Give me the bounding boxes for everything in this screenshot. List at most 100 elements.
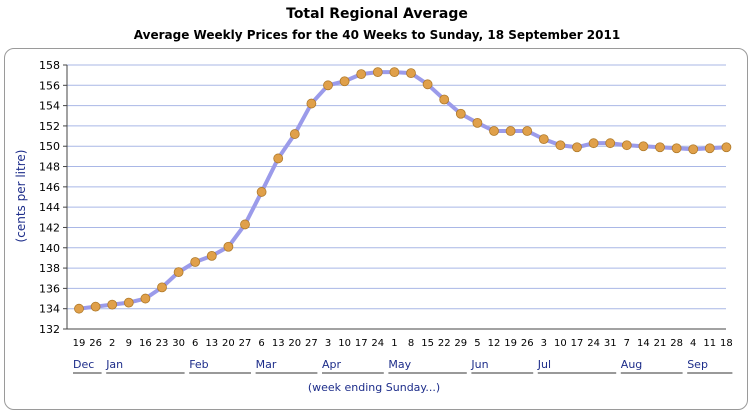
y-tick-label: 156 [39,79,60,92]
data-point [306,98,317,109]
data-point [522,126,533,136]
data-point [90,301,101,312]
data-point [605,138,616,149]
x-tick-label: 13 [272,338,285,349]
month-label: Mar [256,358,277,371]
month-label: Apr [322,358,342,371]
month-label: Jul [537,358,551,371]
x-tick-label: 20 [288,338,301,349]
y-tick-label: 146 [39,181,60,194]
chart-title: Total Regional Average [286,6,468,22]
y-tick-label: 138 [39,262,60,275]
x-tick-label: 8 [408,338,414,349]
x-tick-label: 27 [305,338,318,349]
x-tick-label: 20 [222,338,235,349]
y-tick-label: 142 [39,221,60,234]
data-point [572,142,582,153]
x-tick-label: 29 [454,338,467,349]
y-tick-label: 140 [39,242,60,255]
data-point [173,267,184,278]
month-label: Aug [621,358,642,371]
month-label: Sep [687,358,708,371]
x-tick-label: 30 [172,338,185,349]
data-point [123,297,134,308]
data-point [671,143,682,154]
data-point [140,293,151,304]
x-tick-label: 5 [474,338,480,349]
data-point [74,303,84,314]
data-point [505,126,516,136]
x-tick-label: 31 [604,338,617,349]
data-point [439,94,450,105]
month-label: Jun [470,358,488,371]
data-point [223,241,234,252]
y-tick-label: 132 [39,323,60,336]
y-tick-label: 154 [39,100,60,113]
data-point [704,143,715,154]
data-point [273,153,284,164]
x-tick-label: 15 [421,338,434,349]
data-point [356,69,367,80]
x-tick-label: 10 [338,338,351,349]
x-tick-label: 14 [637,338,650,349]
data-point [372,67,383,78]
data-point [190,257,201,267]
data-point [339,76,350,87]
month-label: Dec [73,358,94,371]
data-point [107,299,118,310]
x-tick-label: 21 [654,338,667,349]
data-point [323,80,333,91]
x-tick-label: 6 [258,338,264,349]
y-tick-label: 152 [39,120,60,133]
data-point [621,140,632,151]
data-point [555,140,566,151]
x-tick-label: 13 [205,338,218,349]
x-tick-label: 1 [391,338,397,349]
series-line [77,70,729,311]
x-tick-label: 19 [504,338,517,349]
x-tick-label: 6 [192,338,198,349]
y-tick-label: 144 [39,201,60,214]
x-tick-label: 3 [325,338,331,349]
data-point [721,142,732,153]
x-tick-label: 9 [126,338,132,349]
y-tick-label: 148 [39,161,60,174]
y-tick-label: 136 [39,282,60,295]
x-tick-label: 24 [587,338,600,349]
x-tick-label: 3 [541,338,547,349]
data-point [406,68,416,79]
y-tick-label: 150 [39,140,60,153]
x-tick-label: 24 [371,338,384,349]
data-point [638,141,649,152]
data-point [389,67,400,78]
x-tick-label: 22 [438,338,451,349]
y-axis-ticks: 132 134 136 138 140 142 144 146 148 150 152 154 156 1… [39,59,60,336]
x-tick-label: 7 [624,338,630,349]
x-tick-label: 26 [89,338,102,349]
chart-frame [4,48,748,410]
data-point [538,134,549,145]
x-tick-label: 19 [73,338,86,349]
x-tick-label: 2 [109,338,115,349]
y-axis-label: (cents per litre) [14,150,28,243]
data-point [489,126,499,136]
data-point [655,142,665,153]
month-label: May [388,358,411,371]
data-point [289,129,300,139]
data-point [472,117,483,128]
x-tick-label: 16 [139,338,152,349]
month-labels: Dec Jan Feb Mar Apr May Jun Jul Aug Sep [73,358,733,374]
data-point [688,144,699,155]
month-label: Jan [105,358,123,371]
x-axis-ticks: 19 26 2 9 16 23 30 6 13 20 27 6 13 20 27 3 10 17 24 1 8 15 22 2… [73,338,733,349]
x-tick-label: 17 [355,338,368,349]
y-tick-label: 158 [39,59,60,72]
chart-subtitle: Average Weekly Prices for the 40 Weeks t… [133,28,621,42]
x-tick-label: 18 [720,338,733,349]
month-label: Feb [189,358,208,371]
data-point [157,282,167,293]
x-axis-label: (week ending Sunday...) [308,381,440,394]
y-tick-label: 134 [39,303,60,316]
plot-series [74,67,732,314]
